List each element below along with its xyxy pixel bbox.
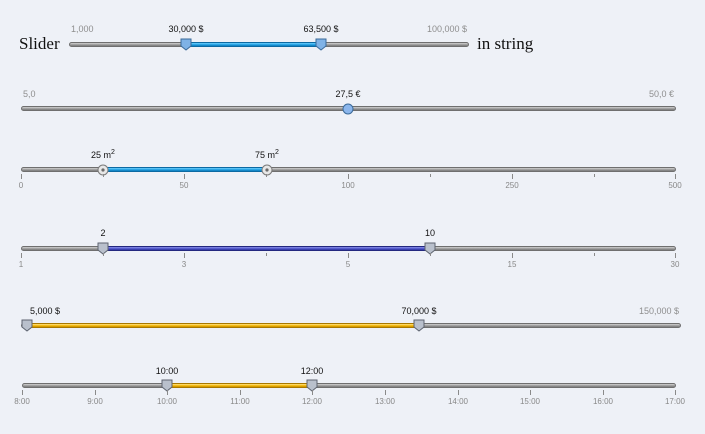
slider-track[interactable] <box>21 167 676 172</box>
scale-tick <box>184 253 185 258</box>
slider-range-bar <box>186 42 321 47</box>
scale-label: 1 <box>18 260 24 269</box>
scale-tick <box>184 174 185 179</box>
slider-range-bar <box>167 383 312 388</box>
slider-to-label: 75 m2 <box>255 149 279 160</box>
scale-label: 3 <box>181 260 187 269</box>
slider-from-handle[interactable] <box>180 38 192 51</box>
scale-label: 100 <box>341 181 355 190</box>
scale-tick <box>22 390 23 395</box>
scale-label: 16:00 <box>592 397 614 406</box>
scale-label: 14:00 <box>447 397 469 406</box>
scale-tick <box>385 390 386 395</box>
scale-tick <box>266 174 267 177</box>
scale-label: 8:00 <box>14 397 30 406</box>
scale-tick <box>21 174 22 179</box>
scale-tick <box>348 253 349 258</box>
scale-tick <box>167 390 168 395</box>
slider-track[interactable] <box>22 383 676 388</box>
scale-label: 0 <box>18 181 24 190</box>
scale-tick <box>348 174 349 179</box>
scale-label: 11:00 <box>230 397 250 406</box>
slider-to-label: 12:00 <box>300 366 324 376</box>
slider-handle[interactable] <box>342 103 354 115</box>
slider-from-label: 25 m2 <box>91 149 115 160</box>
slider-suffix-label: in string <box>477 34 534 53</box>
slider-range-bar <box>103 246 430 251</box>
scale-tick <box>675 390 676 395</box>
slider-min-label: 1,000 <box>71 24 94 34</box>
scale-tick <box>312 390 313 395</box>
slider-from-label: 5,000 $ <box>29 306 61 316</box>
scale-tick <box>430 253 431 256</box>
scale-label: 5 <box>345 260 351 269</box>
scale-tick <box>458 390 459 395</box>
scale-tick <box>594 253 595 256</box>
slider-min-label: 5,0 <box>23 89 36 99</box>
scale-tick <box>430 174 431 177</box>
scale-tick <box>675 174 676 179</box>
scale-label: 12:00 <box>301 397 323 406</box>
scale-tick <box>530 390 531 395</box>
scale-tick <box>512 253 513 258</box>
slider-to-handle[interactable] <box>261 164 273 176</box>
slider-to-handle[interactable] <box>413 319 425 332</box>
slider-max-label: 50,0 € <box>648 89 674 99</box>
scale-label: 250 <box>505 181 519 190</box>
slider-max-label: 100,000 $ <box>426 24 467 34</box>
slider-from-label: 2 <box>100 228 106 238</box>
scale-tick <box>95 390 96 395</box>
slider-to-handle[interactable] <box>315 38 327 51</box>
slider-to-label: 70,000 $ <box>401 306 437 316</box>
scale-label: 13:00 <box>374 397 396 406</box>
slider-max-label: 150,000 $ <box>638 306 679 316</box>
slider-to-label: 63,500 $ <box>303 24 339 34</box>
scale-label: 15:00 <box>519 397 541 406</box>
scale-tick <box>240 390 241 395</box>
scale-label: 15 <box>507 260 517 269</box>
slider-to-label: 10 <box>424 228 436 238</box>
slider-from-handle[interactable] <box>161 379 173 392</box>
slider-to-handle[interactable] <box>424 242 436 255</box>
slider-prefix-label: Slider <box>19 34 60 53</box>
scale-label: 50 <box>179 181 189 190</box>
scale-tick <box>266 253 267 256</box>
scale-tick <box>103 174 104 177</box>
slider-to-handle[interactable] <box>306 379 318 392</box>
scale-label: 30 <box>670 260 680 269</box>
scale-label: 9:00 <box>87 397 103 406</box>
scale-tick <box>675 253 676 258</box>
scale-tick <box>594 174 595 177</box>
scale-tick <box>103 253 104 256</box>
slider-from-handle[interactable] <box>97 242 109 255</box>
slider-range-bar <box>27 323 419 328</box>
slider-from-handle[interactable] <box>21 319 33 332</box>
slider-from-label: 30,000 $ <box>168 24 204 34</box>
slider-from-label: 10:00 <box>155 366 179 376</box>
scale-tick <box>21 253 22 258</box>
slider-value-label: 27,5 € <box>335 89 361 99</box>
scale-label: 500 <box>668 181 682 190</box>
scale-label: 17:00 <box>664 397 686 406</box>
scale-tick <box>512 174 513 179</box>
slider-range-bar <box>103 167 267 172</box>
scale-tick <box>603 390 604 395</box>
scale-label: 10:00 <box>156 397 178 406</box>
